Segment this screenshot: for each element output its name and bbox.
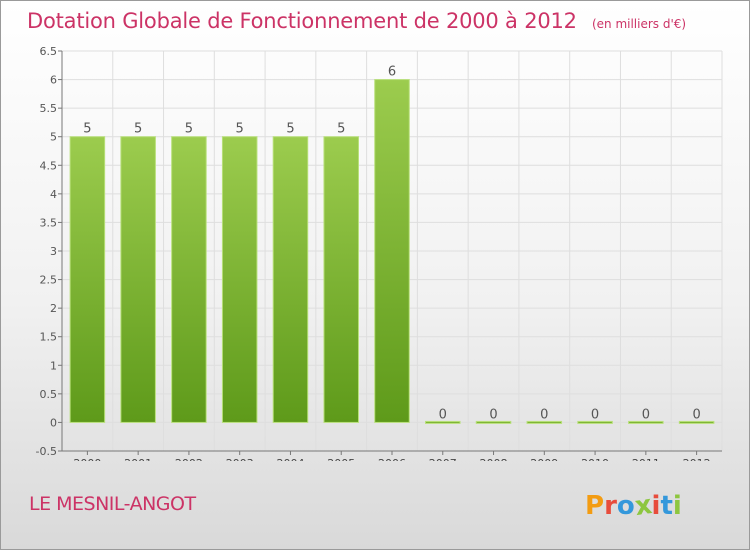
data-label: 5 [134,122,142,137]
logo-letter: i [672,491,682,521]
chart-title: Dotation Globale de Fonctionnement de 20… [27,9,577,33]
y-tick-label: 5 [50,131,57,144]
x-tick-label: 2001 [124,457,152,461]
data-label: 5 [286,122,294,137]
y-tick-label: 2.5 [40,274,58,287]
y-tick-label: 0.5 [40,388,58,401]
bar [475,420,512,424]
bar [678,420,715,424]
bar [628,420,664,424]
chart-subtitle: (en milliers d'€) [591,17,687,31]
x-tick-label: 2002 [175,457,203,461]
data-label: 0 [489,407,497,422]
bar [272,136,309,423]
data-label: 5 [236,122,244,137]
x-tick-label: 2006 [378,457,406,461]
x-tick-label: 2005 [327,457,355,461]
data-label: 5 [185,122,193,137]
bar [171,136,207,423]
data-label: 5 [337,122,345,137]
y-tick-label: 1 [50,359,57,372]
bar [577,420,613,424]
commune-name: LE MESNIL-ANGOT [29,493,196,515]
proxiti-logo[interactable]: Proxiti [585,489,682,523]
x-tick-label: 2003 [226,457,254,461]
x-tick-label: 2000 [73,457,101,461]
logo-letter: r [604,491,617,521]
title-row: Dotation Globale de Fonctionnement de 20… [27,9,686,33]
y-tick-label: 3.5 [40,216,58,229]
y-tick-label: 1.5 [40,331,58,344]
y-tick-label: 3 [50,245,57,258]
bar [374,79,410,423]
x-tick-label: 2008 [480,457,508,461]
x-tick-label: 2007 [429,457,457,461]
data-label: 0 [692,407,700,422]
x-tick-label: 2011 [632,457,660,461]
data-label: 0 [540,407,548,422]
logo-letter: o [616,491,635,521]
x-tick-label: 2012 [683,457,711,461]
data-label: 0 [642,407,650,422]
logo-letter: i [651,491,661,521]
bar [526,420,563,424]
logo-letter: x [632,489,654,523]
x-tick-label: 2009 [530,457,558,461]
data-label: 0 [591,407,599,422]
y-tick-label: -0.5 [36,445,57,458]
bar [69,136,106,423]
data-labels: 5 5 5 5 5 5 6 0 0 0 0 0 0 [83,65,701,423]
bar [323,136,359,423]
y-tick-label: 4 [50,188,57,201]
x-tick-label: 2004 [276,457,304,461]
logo-letter: t [660,491,673,521]
bar [221,136,258,423]
axes: -0.5 0 0.5 1 1.5 2 2.5 3 3.5 4 4.5 5 5.5 6 6.5 2000 2001… [36,45,722,461]
logo-letter: P [585,491,605,521]
y-tick-label: 6.5 [40,45,58,58]
y-tick-label: 4.5 [40,159,58,172]
bar [425,420,461,424]
x-tick-label: 2010 [581,457,609,461]
bars [69,79,715,424]
y-tick-label: 6 [50,74,57,87]
data-label: 5 [83,122,91,137]
bar-chart: -0.5 0 0.5 1 1.5 2 2.5 3 3.5 4 4.5 5 5.5 6 6.5 2000 2001… [36,45,723,461]
y-tick-label: 5.5 [40,102,58,115]
bar [120,136,156,423]
y-tick-label: 2 [50,302,57,315]
data-label: 0 [439,407,447,422]
y-tick-label: 0 [50,416,57,429]
data-label: 6 [388,65,396,80]
